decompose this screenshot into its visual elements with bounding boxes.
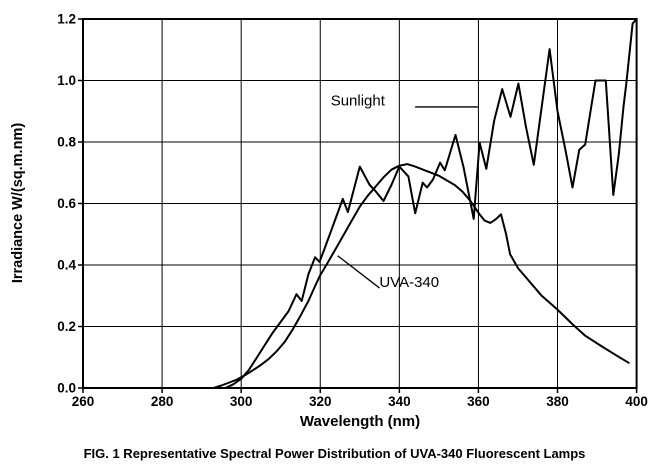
annotation-callout-uva-340 (337, 255, 380, 289)
annotation-label-uva-340: UVA-340 (379, 274, 439, 291)
y-tick-label: 0.8 (57, 135, 76, 150)
plot-border (82, 18, 638, 389)
series-line-uva-340 (212, 163, 630, 389)
chart-generated-layer: 260 280 300 320 340 360 380 400 0.0 0.2 0.4 0.6 0.8 1… (57, 12, 648, 410)
annotation-label-sunlight: Sunlight (331, 92, 386, 109)
y-tick-label: 0.4 (57, 258, 76, 273)
x-axis-title: Wavelength (nm) (300, 413, 420, 430)
x-tick-label: 280 (151, 394, 174, 409)
x-tick-label: 300 (230, 394, 253, 409)
y-tick-label: 1.2 (57, 12, 76, 27)
y-axis-title: Irradiance W/(sq.m.nm) (10, 123, 26, 284)
y-tick-label: 0.0 (57, 381, 76, 396)
x-tick-label: 260 (72, 394, 95, 409)
series-line-sunlight (224, 18, 638, 389)
y-tick-label: 0.2 (57, 319, 76, 334)
y-tick-label: 1.0 (57, 73, 76, 88)
x-tick-label: 340 (388, 394, 411, 409)
x-tick-label: 400 (625, 394, 648, 409)
x-tick-label: 380 (546, 394, 569, 409)
x-tick-label: 320 (309, 394, 332, 409)
x-tick-label: 360 (467, 394, 490, 409)
y-tick-label: 0.6 (57, 196, 76, 211)
figure-caption: FIG. 1 Representative Spectral Power Dis… (83, 446, 586, 461)
